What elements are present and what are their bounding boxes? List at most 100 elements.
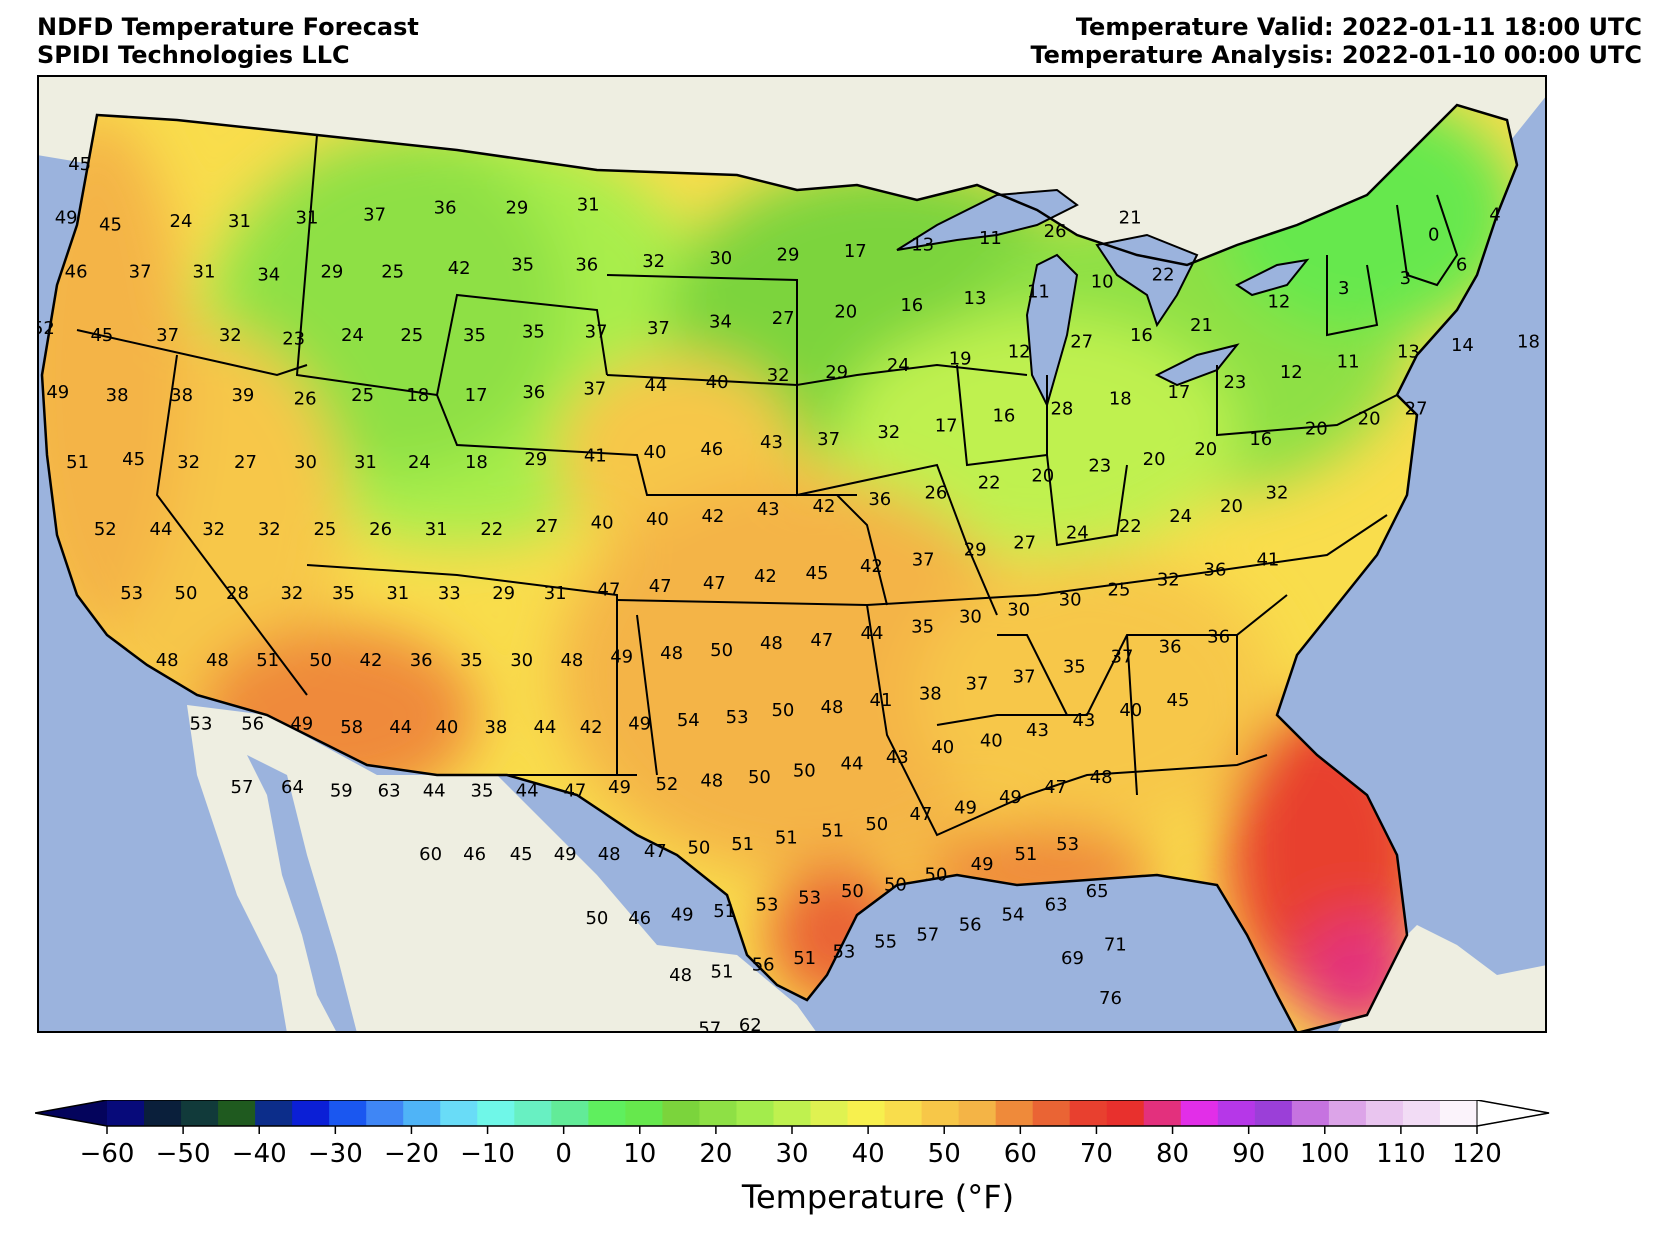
temperature-label: 42: [701, 506, 724, 527]
temperature-label: 32: [642, 251, 665, 272]
colorbar-tick-label: 70: [1080, 1139, 1113, 1169]
temperature-label: 29: [505, 198, 528, 219]
temperature-label: 39: [231, 385, 254, 406]
temperature-label: 48: [669, 965, 692, 986]
temperature-label: 37: [1013, 667, 1036, 688]
temperature-label: 53: [190, 714, 213, 735]
temperature-label: 35: [332, 583, 355, 604]
temperature-label: 30: [1059, 590, 1082, 611]
temperature-label: 47: [703, 573, 726, 594]
temperature-label: 22: [1152, 265, 1175, 286]
colorbar-swatch: [1143, 1100, 1182, 1126]
colorbar-swatch: [995, 1100, 1034, 1126]
temperature-label: 27: [1013, 533, 1036, 554]
temperature-label: 51: [731, 834, 754, 855]
temperature-label: 51: [713, 901, 736, 922]
temperature-label: 36: [410, 650, 433, 671]
temperature-label: 41: [870, 690, 893, 711]
temperature-label: 52: [655, 774, 678, 795]
temperature-label: 65: [1086, 881, 1109, 902]
temperature-label: 29: [777, 245, 800, 266]
colorbar-tick-label: 10: [623, 1139, 656, 1169]
temperature-label: 37: [817, 429, 840, 450]
colorbar-tick-label: 20: [699, 1139, 732, 1169]
colorbar-swatch: [218, 1100, 256, 1126]
colorbar-swatch: [1254, 1100, 1293, 1126]
temperature-label: 37: [1111, 647, 1134, 668]
colorbar-swatch: [181, 1100, 219, 1126]
temperature-label: 38: [919, 683, 942, 704]
temperature-label: 49: [954, 797, 977, 818]
colorbar-swatch: [662, 1100, 701, 1126]
temperature-label: 51: [821, 821, 844, 842]
temperature-label: 11: [979, 228, 1002, 249]
temperature-label: 43: [886, 747, 909, 768]
temperature-label: 53: [120, 583, 143, 604]
temperature-label: 36: [1159, 637, 1182, 658]
temperature-label: 41: [584, 446, 607, 467]
temperature-label: 57: [698, 1018, 721, 1033]
colorbar-swatch: [958, 1100, 997, 1126]
temperature-label: 48: [206, 650, 229, 671]
temperature-label: 50: [841, 881, 864, 902]
temperature-label: 51: [256, 650, 279, 671]
temperature-label: 20: [1143, 449, 1166, 470]
colorbar-tick-label: 50: [928, 1139, 961, 1169]
temperature-label: 47: [598, 580, 621, 601]
temperature-label: 47: [649, 576, 672, 597]
temperature-label: 51: [793, 948, 816, 969]
temperature-label: 40: [644, 442, 667, 463]
temperature-label: 38: [106, 385, 129, 406]
colorbar-swatch: [1032, 1100, 1071, 1126]
temperature-label: 40: [646, 509, 669, 530]
temperature-label: 3: [1400, 268, 1411, 289]
temperature-label: 45: [68, 154, 91, 175]
temperature-label: 20: [1220, 496, 1243, 517]
temperature-label: 36: [522, 382, 545, 403]
temperature-label: 27: [1070, 332, 1093, 353]
gulf-of-california: [247, 755, 357, 1033]
temperature-label: 44: [644, 375, 667, 396]
temperature-label: 49: [628, 714, 651, 735]
temperature-label: 40: [435, 717, 458, 738]
colorbar-tick-label: 100: [1300, 1139, 1350, 1169]
temperature-label: 30: [510, 650, 533, 671]
colorbar-title: Temperature (°F): [741, 1178, 1014, 1216]
temperature-label: 27: [234, 452, 257, 473]
temperature-label: 44: [841, 754, 864, 775]
colorbar-swatch: [1106, 1100, 1145, 1126]
temperature-label: 49: [55, 208, 78, 229]
temperature-label: 33: [438, 583, 461, 604]
temperature-label: 49: [671, 904, 694, 925]
state-boundaries: [76, 134, 1459, 837]
colorbar-swatch: [366, 1100, 404, 1126]
temperature-label: 60: [419, 844, 442, 865]
temperature-label: 34: [709, 312, 732, 333]
temperature-label: 47: [1044, 777, 1067, 798]
temperature-label: 43: [1072, 710, 1095, 731]
temperature-label: 24: [341, 325, 364, 346]
temperature-label: 13: [964, 288, 987, 309]
colorbar-swatch: [847, 1100, 886, 1126]
temperature-label: 24: [170, 211, 193, 232]
temperature-label: 16: [1249, 429, 1272, 450]
temperature-label: 25: [351, 385, 374, 406]
temperature-label: 43: [757, 499, 780, 520]
temperature-label: 26: [1044, 221, 1067, 242]
temperature-label: 45: [122, 449, 145, 470]
colorbar-swatch: [440, 1100, 478, 1126]
temperature-label: 44: [423, 781, 446, 802]
temperature-label: 30: [959, 606, 982, 627]
temperature-label: 50: [865, 814, 888, 835]
temperature-label: 29: [320, 261, 343, 282]
temperature-label: 24: [887, 355, 910, 376]
colorbar-tick-label: 80: [1156, 1139, 1189, 1169]
colorbar-ticks: −60 −50 −40 −30 −20 −10 0 10 20 30 40 50 60 70 80 90 100…: [80, 1126, 1502, 1169]
temperature-label: 20: [1358, 409, 1381, 430]
temperature-label: 48: [1090, 767, 1113, 788]
colorbar-swatch: [1439, 1100, 1478, 1126]
temperature-label: 50: [175, 583, 198, 604]
temperature-label: 43: [1026, 720, 1049, 741]
temperature-label: 48: [156, 650, 179, 671]
temperature-label: 31: [193, 261, 216, 282]
